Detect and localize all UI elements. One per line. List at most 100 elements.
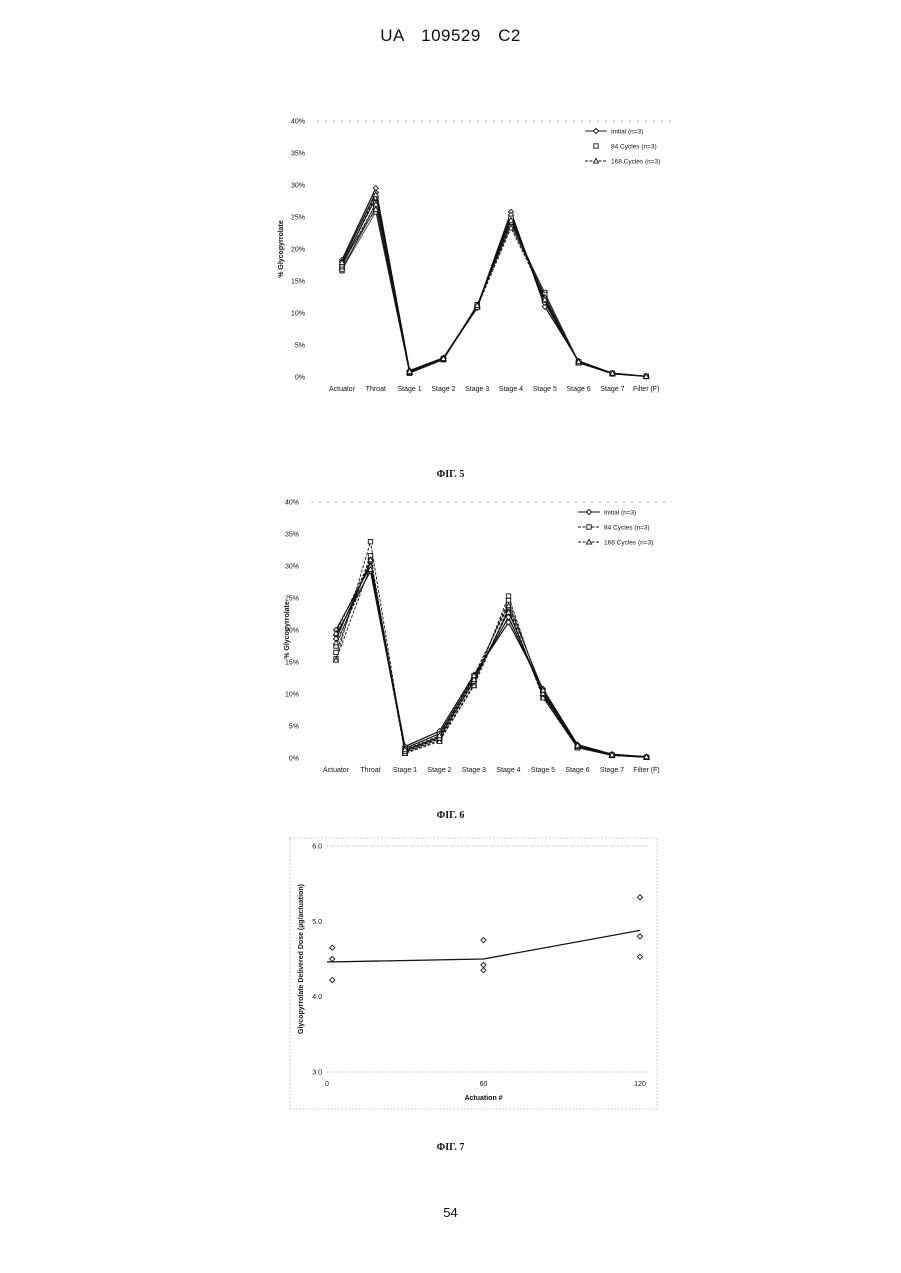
fig5-series-line: [342, 204, 646, 376]
fig5-ytick-label: 5%: [295, 343, 305, 350]
fig5-series-line: [342, 209, 646, 376]
fig6-ytick-label: 10%: [285, 692, 299, 699]
fig6-xtick-label: Throat: [360, 767, 380, 774]
fig6-ytick-label: 0%: [289, 756, 299, 763]
fig5-series-line: [342, 195, 646, 377]
fig5-ytick-label: 40%: [291, 119, 305, 126]
fig5-chart: 0%5%10%15%20%25%30%35%40%% Glycopyrrolat…: [0, 100, 901, 420]
fig5-legend-label: 84 Cycles (n=3): [611, 144, 657, 151]
fig6-caption: ФІГ. 6: [0, 810, 901, 821]
header-kind: C2: [498, 26, 521, 45]
fig5-series-line: [342, 212, 646, 376]
header-country: UA: [380, 26, 404, 45]
fig6-ytick-label: 40%: [285, 500, 299, 507]
fig6-series-line: [336, 562, 647, 757]
fig7-frame: [290, 838, 657, 1109]
fig5-ytick-label: 25%: [291, 215, 305, 222]
fig5-y-axis-label: % Glycopyrrolate: [278, 220, 285, 278]
fig6-legend-marker: [586, 509, 591, 514]
fig5-xtick-label: Stage 6: [567, 386, 591, 393]
fig7-data-point: [330, 956, 335, 961]
fig7-mean-line: [327, 930, 640, 962]
fig7-data-point: [637, 954, 642, 959]
fig7-y-axis-label: Glycopyrrolate Delivered Dose (µg/actuat…: [298, 884, 305, 1034]
fig6-xtick-label: Stage 6: [565, 767, 589, 774]
fig6-series-line: [336, 569, 647, 757]
fig6-y-axis-label: % Glycopyrrolate: [284, 601, 291, 659]
fig5-series-line: [342, 188, 646, 376]
fig6-data-point: [368, 539, 372, 543]
fig5-series-line: [342, 203, 646, 376]
fig5-legend-marker: [593, 128, 598, 133]
fig5-ytick-label: 0%: [295, 375, 305, 382]
fig5-legend-label: Initial (n=3): [611, 129, 643, 136]
fig7-ytick-label: 3.0: [312, 1070, 322, 1077]
header-number: 109529: [421, 26, 481, 45]
fig6-xtick-label: Stage 5: [531, 767, 555, 774]
fig6-legend-label: Initial (n=3): [604, 510, 636, 517]
fig6-xtick-label: Stage 4: [496, 767, 520, 774]
fig5-ytick-label: 30%: [291, 183, 305, 190]
fig5-xtick-label: Stage 1: [398, 386, 422, 393]
fig5-series-line: [342, 198, 646, 377]
fig6-xtick-label: Stage 7: [600, 767, 624, 774]
fig5-xtick-label: Filter (F): [633, 386, 659, 393]
fig5-xtick-label: Throat: [366, 386, 386, 393]
fig6-series-line: [336, 560, 647, 757]
fig5-series-line: [342, 193, 646, 377]
fig6-xtick-label: Filter (F): [633, 767, 659, 774]
fig6-series-0: [333, 560, 649, 760]
page-number: 54: [0, 1205, 901, 1220]
fig6-series-line: [336, 566, 647, 757]
fig5-xtick-label: Stage 2: [431, 386, 455, 393]
fig5-xtick-label: Stage 7: [600, 386, 624, 393]
fig6-series-2: [333, 557, 649, 759]
fig6-data-point: [506, 594, 510, 598]
fig6-ytick-label: 5%: [289, 724, 299, 731]
fig7-ytick-label: 5.0: [312, 919, 322, 926]
fig6-xtick-label: Stage 3: [462, 767, 486, 774]
fig5-series-0: [339, 186, 648, 379]
fig5-ytick-label: 15%: [291, 279, 305, 286]
fig6-ytick-label: 15%: [285, 660, 299, 667]
fig6-ytick-label: 35%: [285, 532, 299, 539]
fig6-legend-label: 84 Cycles (n=3): [604, 525, 650, 532]
fig7-caption: ФІГ. 7: [0, 1142, 901, 1153]
fig7-data-point: [330, 945, 335, 950]
fig5-legend-marker: [594, 144, 598, 148]
fig5-series-1: [340, 201, 649, 379]
fig5-legend-label: 168 Cycles (n=3): [611, 159, 660, 166]
fig7-data-point: [481, 938, 486, 943]
fig6-chart: 0%5%10%15%20%25%30%35%40%% Glycopyrrolat…: [0, 490, 901, 810]
fig5-ytick-label: 35%: [291, 151, 305, 158]
fig6-legend-marker: [587, 525, 591, 529]
fig7-data-point: [637, 895, 642, 900]
fig7-data-point: [481, 968, 486, 973]
fig6-xtick-label: Stage 2: [427, 767, 451, 774]
fig6-xtick-label: Actuator: [323, 767, 350, 774]
fig6-series-line: [336, 566, 647, 757]
fig6-series-line: [336, 561, 647, 757]
fig7-data-point: [481, 962, 486, 967]
fig6-ytick-label: 30%: [285, 564, 299, 571]
fig5-series-2: [339, 192, 648, 378]
fig7-chart: 3.04.05.06.0060120Actuation #Glycopyrrol…: [0, 830, 901, 1120]
fig5-xtick-label: Stage 4: [499, 386, 523, 393]
fig5-caption: ФІГ. 5: [0, 469, 901, 480]
fig5-series-line: [342, 207, 646, 376]
fig7-data-point: [637, 934, 642, 939]
fig6-xtick-label: Stage 1: [393, 767, 417, 774]
fig7-xtick-label: 0: [325, 1081, 329, 1088]
fig5-xtick-label: Stage 5: [533, 386, 557, 393]
fig5-ytick-label: 10%: [291, 311, 305, 318]
fig7-xtick-label: 120: [634, 1081, 646, 1088]
fig6-legend-label: 168 Cycles (n=3): [604, 540, 653, 547]
fig5-xtick-label: Stage 3: [465, 386, 489, 393]
fig7-ytick-label: 4.0: [312, 994, 322, 1001]
fig7-x-axis-label: Actuation #: [464, 1095, 502, 1102]
fig7-ytick-label: 6.0: [312, 844, 322, 851]
patent-header: UA 109529 C2: [0, 26, 901, 46]
fig7-data-point: [330, 977, 335, 982]
fig6-series-line: [336, 571, 647, 757]
fig5-xtick-label: Actuator: [329, 386, 356, 393]
